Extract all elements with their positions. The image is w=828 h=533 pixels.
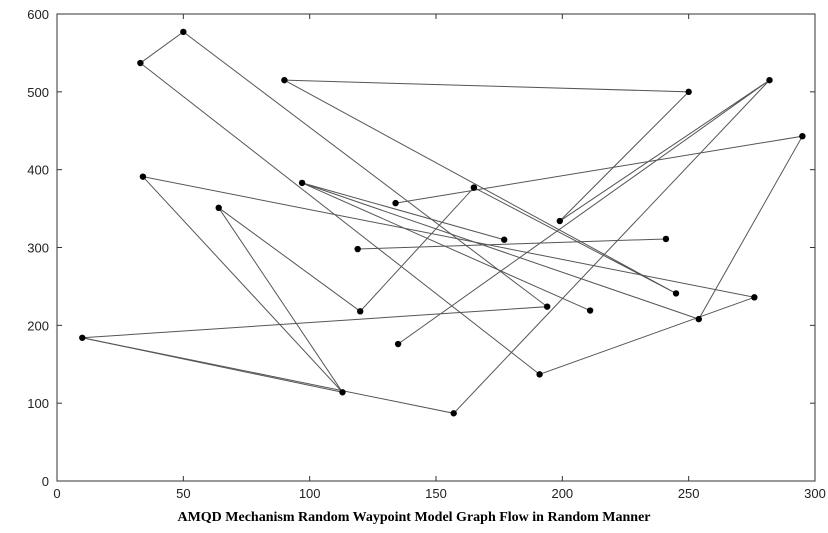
x-tick-label: 150 — [425, 486, 447, 501]
data-point — [470, 184, 478, 191]
data-point — [180, 28, 187, 36]
y-tick-label: 0 — [42, 474, 49, 489]
data-point — [281, 76, 288, 84]
x-tick-label: 0 — [53, 486, 60, 501]
y-tick-label: 400 — [27, 163, 49, 178]
data-point — [672, 290, 680, 297]
data-point — [766, 76, 773, 84]
data-point — [215, 204, 222, 212]
y-tick-label: 600 — [27, 7, 49, 22]
x-tick-label: 50 — [176, 486, 190, 501]
data-point — [799, 132, 806, 140]
series-line-1 — [82, 31, 770, 394]
y-tick-label: 500 — [27, 85, 49, 100]
data-point — [450, 410, 457, 417]
data-point — [394, 340, 402, 348]
y-tick-label: 200 — [27, 318, 49, 333]
data-point — [357, 308, 364, 315]
data-point — [298, 179, 306, 187]
data-point — [586, 307, 594, 314]
series-line-6 — [357, 238, 666, 250]
data-point — [139, 173, 147, 180]
x-tick-label: 200 — [551, 486, 573, 501]
data-point — [662, 235, 670, 243]
data-point — [501, 236, 508, 243]
chart-caption: AMQD Mechanism Random Waypoint Model Gra… — [177, 510, 651, 525]
x-tick-label: 300 — [804, 486, 826, 501]
x-tick-label: 250 — [678, 486, 700, 501]
data-point — [339, 389, 346, 396]
data-point — [392, 199, 399, 207]
data-point — [695, 315, 702, 323]
data-point — [137, 59, 144, 67]
y-tick-label: 100 — [27, 396, 49, 411]
data-point — [79, 334, 86, 341]
x-tick-label: 100 — [299, 486, 321, 501]
data-point — [543, 303, 551, 310]
data-point — [556, 217, 564, 225]
data-point — [354, 245, 361, 253]
data-point — [685, 88, 692, 96]
y-tick-label: 300 — [27, 241, 49, 256]
data-point — [751, 294, 758, 301]
data-point — [536, 371, 543, 378]
series-line-5 — [301, 182, 505, 241]
